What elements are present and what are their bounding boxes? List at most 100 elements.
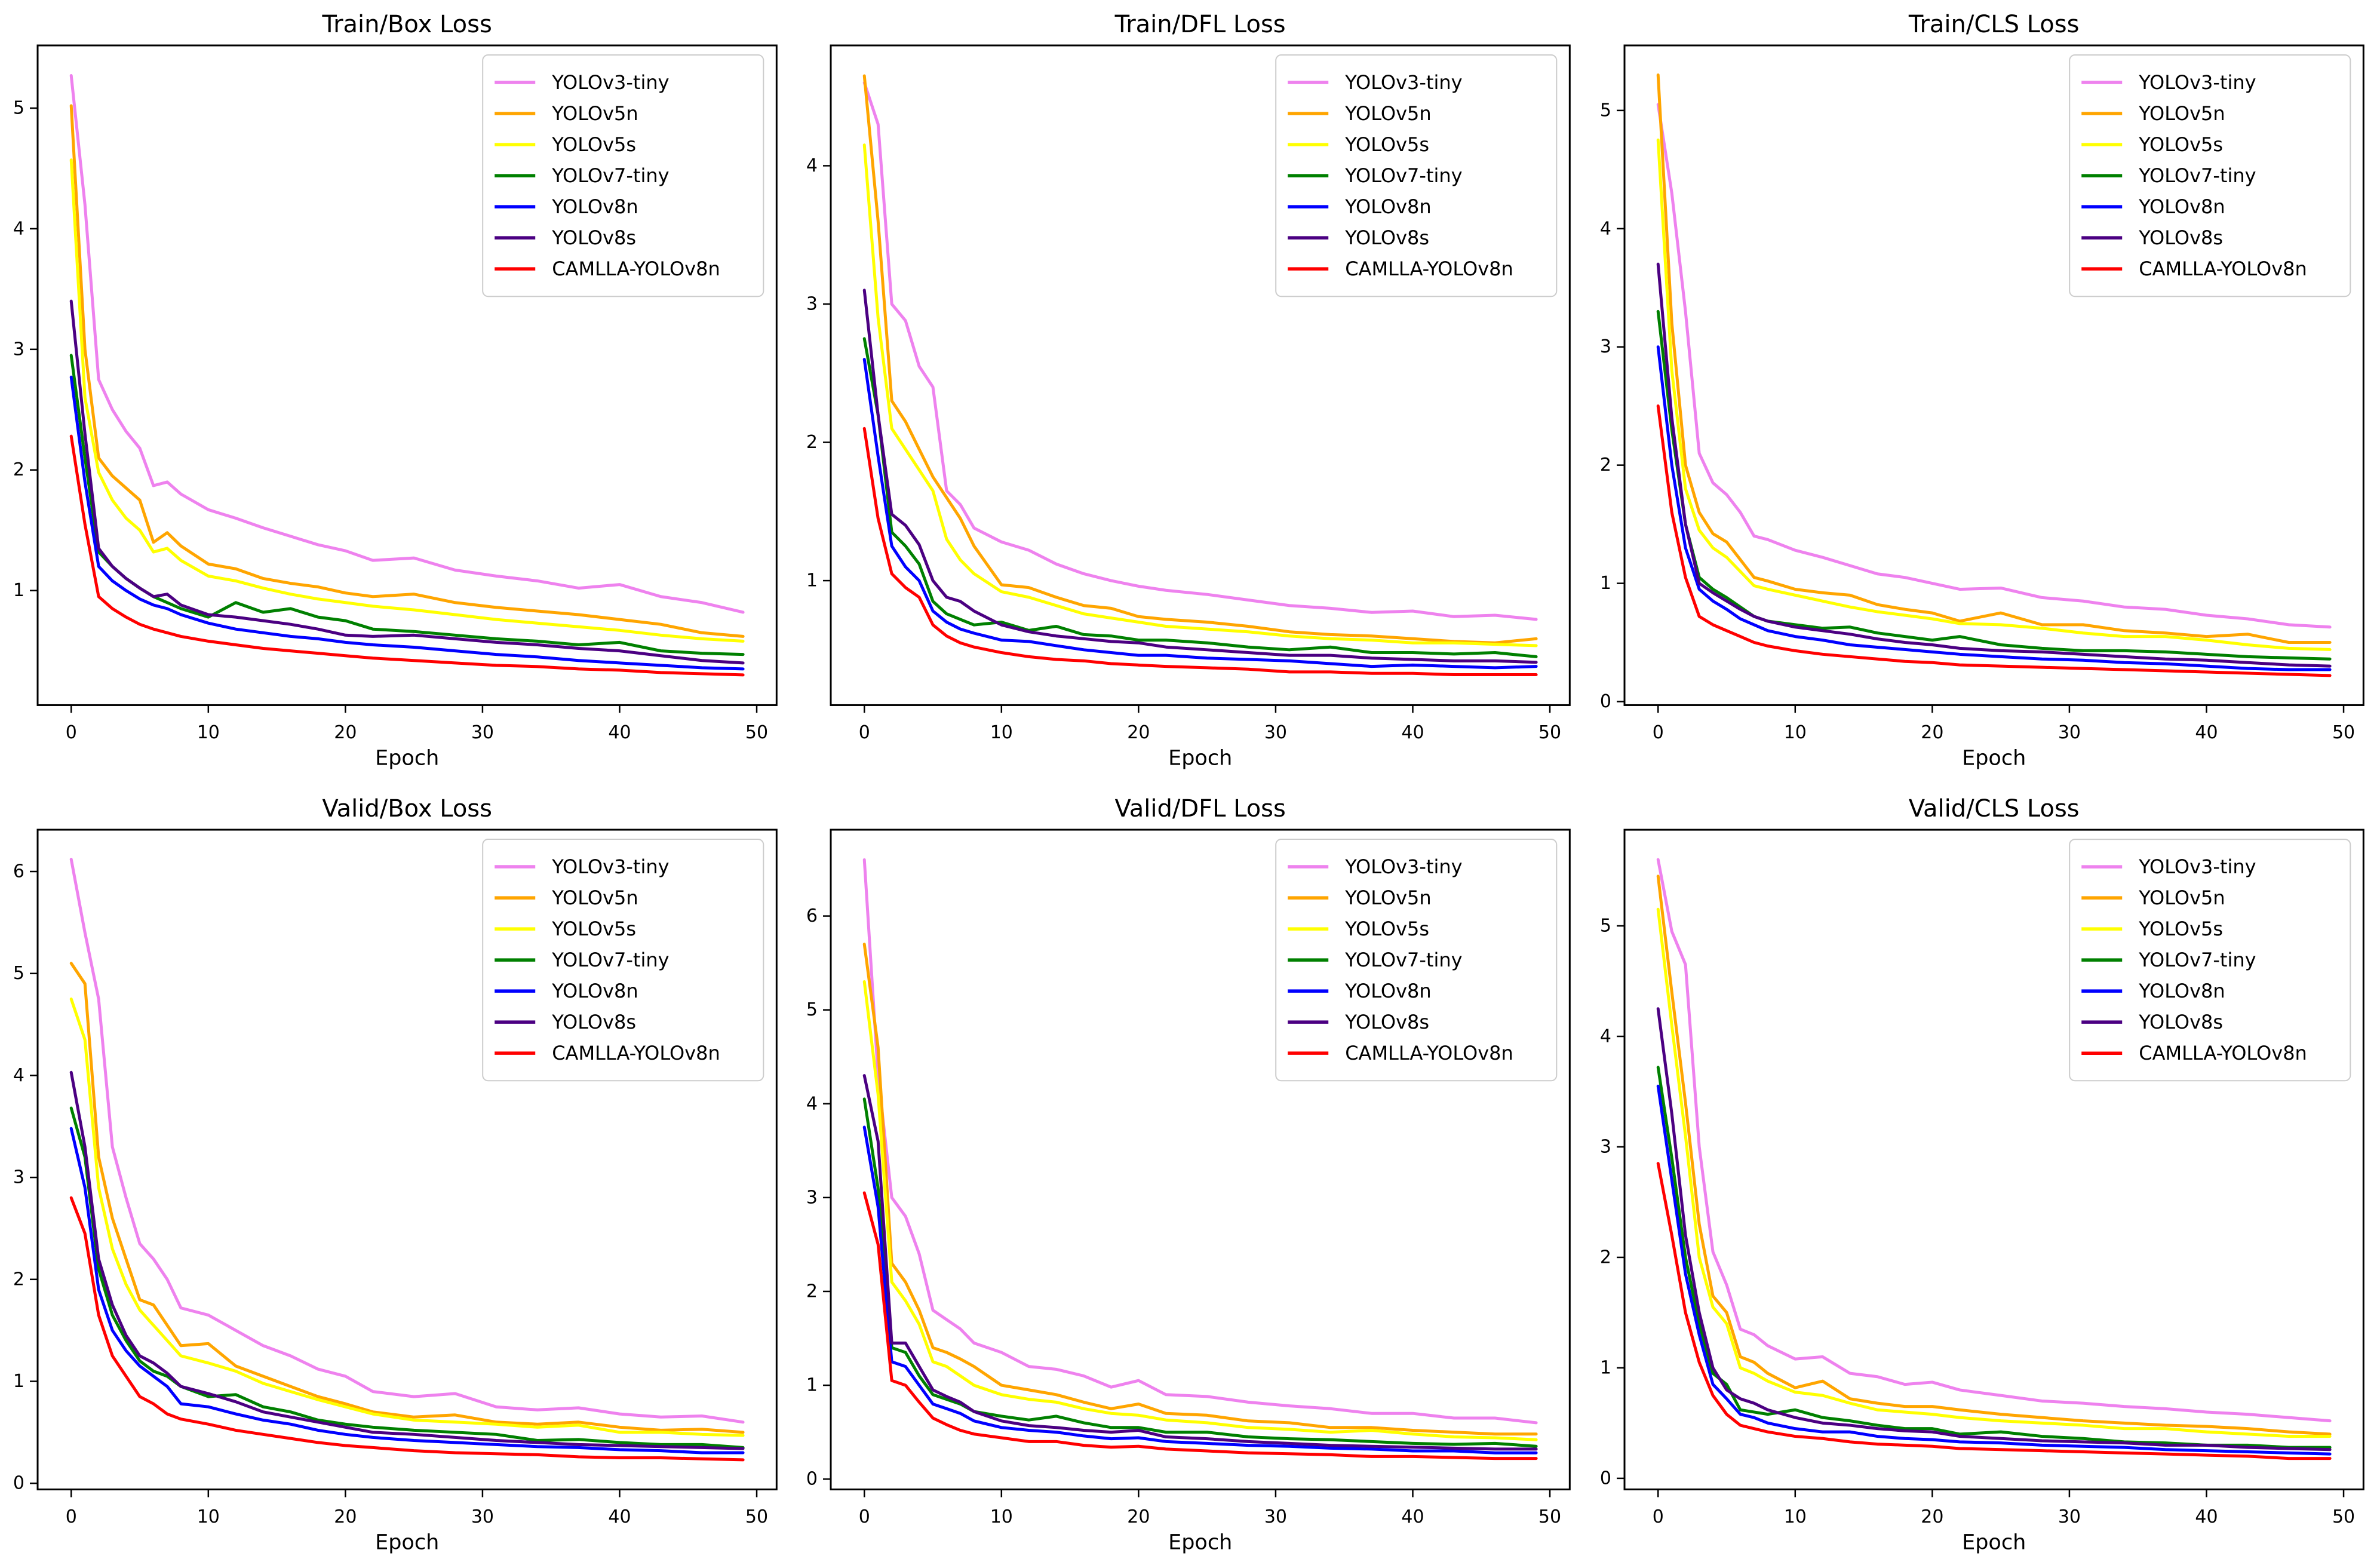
series-line-camlla-yolov8n — [863, 1190, 1538, 1460]
legend-label: CAMLLA-YOLOv8n — [552, 1042, 720, 1064]
x-tick-label: 10 — [197, 1506, 220, 1527]
series-line-yolov7-tiny — [1656, 309, 2332, 661]
legend-label: YOLOv5s — [2138, 918, 2223, 940]
x-tick-label: 10 — [197, 722, 220, 743]
y-tick-label: 0 — [1600, 691, 1611, 712]
y-tick-label: 1 — [13, 580, 24, 601]
legend-label: YOLOv5n — [1345, 102, 1432, 125]
x-axis-label: Epoch — [1962, 746, 2026, 770]
y-tick-label: 3 — [1600, 336, 1611, 357]
series-line-yolov5n — [863, 942, 1538, 1435]
series-line-yolov8s — [863, 289, 1538, 664]
x-axis-label: Epoch — [375, 1530, 439, 1554]
y-tick-label: 5 — [13, 98, 24, 119]
chart-cell-valid-dfl-loss: Valid/DFL Loss Epoch 0 10 20 30 40 50 0 1 2 3 4 5 6 YOL… — [793, 784, 1586, 1568]
x-tick-label: 40 — [2195, 1506, 2218, 1527]
y-tick-label: 2 — [1600, 455, 1611, 475]
y-tick-label: 2 — [13, 1269, 24, 1290]
series-line-yolov5s — [863, 980, 1538, 1441]
legend-label: YOLOv8s — [2138, 1011, 2223, 1033]
legend-label: YOLOv8n — [1345, 980, 1432, 1002]
x-tick-label: 40 — [2195, 722, 2218, 743]
legend-label: YOLOv7-tiny — [2138, 164, 2256, 187]
x-tick-label: 20 — [1128, 1506, 1150, 1527]
y-tick-label: 0 — [13, 1472, 24, 1493]
chart-train-dfl-loss: Train/DFL Loss Epoch 0 10 20 30 40 50 1 2 3 4 YOLOv3… — [806, 11, 1571, 770]
series-line-yolov8s — [69, 1070, 745, 1450]
y-tick-label: 1 — [806, 570, 818, 591]
x-axis-label: Epoch — [1962, 1530, 2026, 1554]
series-line-yolov5s — [1656, 907, 2332, 1438]
chart-title: Train/CLS Loss — [1908, 11, 2079, 38]
legend-label: YOLOv8s — [1345, 226, 1430, 249]
series-line-yolov3-tiny — [69, 74, 745, 614]
chart-valid-cls-loss: Valid/CLS Loss Epoch 0 10 20 30 40 50 0 1 2 3 4 5 YOLO… — [1600, 795, 2364, 1554]
legend-label: YOLOv7-tiny — [551, 949, 669, 971]
x-tick-label: 20 — [1921, 722, 1943, 743]
chart-cell-train-cls-loss: Train/CLS Loss Epoch 0 10 20 30 40 50 0 1 2 3 4 5 YOLO… — [1587, 0, 2380, 784]
legend-label: YOLOv5s — [551, 133, 636, 156]
series-line-yolov7-tiny — [863, 337, 1538, 658]
x-tick-label: 30 — [2057, 722, 2080, 743]
legend-label: CAMLLA-YOLOv8n — [1346, 257, 1514, 280]
y-tick-label: 3 — [13, 339, 24, 360]
x-tick-label: 0 — [66, 1506, 77, 1527]
series-line-yolov5n — [69, 961, 745, 1434]
series-line-yolov5n — [1656, 73, 2332, 645]
y-tick-label: 4 — [13, 218, 24, 239]
y-tick-label: 5 — [1600, 100, 1611, 121]
legend-label: YOLOv3-tiny — [1345, 855, 1463, 878]
series-line-yolov8n — [863, 358, 1538, 670]
chart-cell-valid-box-loss: Valid/Box Loss Epoch 0 10 20 30 40 50 0 1 2 3 4 5 6 YOL… — [0, 784, 793, 1568]
x-tick-label: 50 — [745, 722, 768, 743]
y-tick-label: 1 — [1600, 1357, 1611, 1378]
x-tick-label: 40 — [608, 722, 631, 743]
legend-label: CAMLLA-YOLOv8n — [1346, 1042, 1514, 1064]
series-line-yolov5s — [863, 143, 1538, 648]
legend-box — [1275, 838, 1558, 1081]
y-tick-label: 4 — [13, 1064, 24, 1085]
x-tick-label: 0 — [859, 1506, 870, 1527]
x-tick-label: 10 — [990, 722, 1013, 743]
legend-label: YOLOv5s — [1345, 133, 1430, 156]
series-line-yolov8n — [1656, 1084, 2332, 1456]
y-tick-label: 2 — [806, 1281, 818, 1302]
y-tick-label: 4 — [1600, 1026, 1611, 1047]
legend-label: YOLOv5n — [551, 102, 638, 125]
x-tick-label: 10 — [1783, 722, 1806, 743]
series-line-yolov3-tiny — [1656, 858, 2332, 1422]
x-tick-label: 0 — [66, 722, 77, 743]
series-line-yolov3-tiny — [863, 81, 1538, 621]
series-line-yolov7-tiny — [69, 1106, 745, 1449]
chart-train-cls-loss: Train/CLS Loss Epoch 0 10 20 30 40 50 0 1 2 3 4 5 YOLO… — [1600, 11, 2364, 770]
x-tick-label: 30 — [1264, 1506, 1287, 1527]
series-line-yolov5s — [1656, 138, 2332, 651]
legend-label: YOLOv3-tiny — [551, 71, 669, 94]
x-tick-label: 50 — [745, 1506, 768, 1527]
x-axis-label: Epoch — [375, 746, 439, 770]
y-tick-label: 0 — [806, 1468, 818, 1489]
x-tick-label: 40 — [1402, 1506, 1424, 1527]
x-tick-label: 0 — [1652, 1506, 1663, 1527]
series-line-yolov8s — [1656, 1007, 2332, 1451]
legend-label: CAMLLA-YOLOv8n — [2139, 257, 2307, 280]
series-line-camlla-yolov8n — [1656, 404, 2332, 677]
y-tick-label: 1 — [1600, 573, 1611, 594]
legend-label: YOLOv8n — [2138, 195, 2225, 218]
legend-label: YOLOv7-tiny — [1345, 949, 1463, 971]
legend-label: YOLOv8s — [2138, 226, 2223, 249]
legend-label: YOLOv8s — [551, 226, 636, 249]
y-tick-label: 2 — [13, 459, 24, 480]
legend-label: YOLOv3-tiny — [1345, 71, 1463, 94]
series-line-yolov8s — [1656, 262, 2332, 668]
x-tick-label: 30 — [2057, 1506, 2080, 1527]
legend-label: YOLOv5n — [2138, 102, 2225, 125]
x-tick-label: 10 — [1783, 1506, 1806, 1527]
series-line-yolov8n — [1656, 345, 2332, 671]
series-line-camlla-yolov8n — [69, 1196, 745, 1461]
y-tick-label: 1 — [13, 1371, 24, 1392]
y-tick-label: 2 — [1600, 1247, 1611, 1268]
legend-label: YOLOv7-tiny — [1345, 164, 1463, 187]
legend-label: YOLOv7-tiny — [551, 164, 669, 187]
legend-box — [1275, 54, 1558, 297]
